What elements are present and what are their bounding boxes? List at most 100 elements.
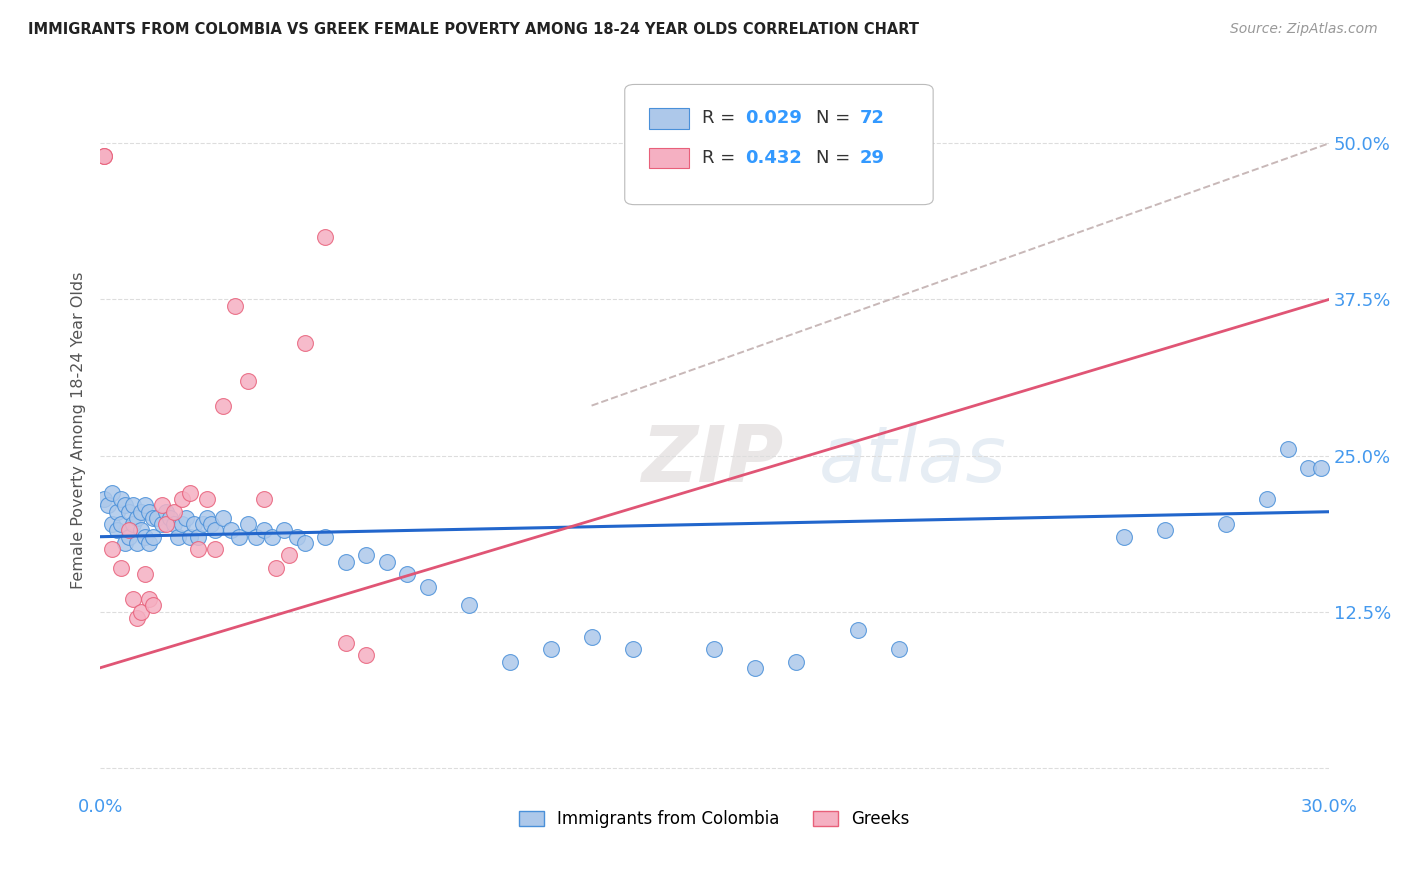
Point <box>1309 461 1331 475</box>
Point <box>1154 524 1177 538</box>
Point <box>264 561 287 575</box>
Text: R =: R = <box>702 109 741 127</box>
Point <box>118 524 141 538</box>
Point <box>375 555 398 569</box>
Point <box>187 542 209 557</box>
Point <box>703 642 725 657</box>
Point <box>142 511 165 525</box>
Point <box>101 486 124 500</box>
Point <box>129 505 152 519</box>
Point <box>122 592 145 607</box>
Point <box>170 492 193 507</box>
Point <box>285 530 308 544</box>
Point <box>150 517 173 532</box>
Point <box>1112 530 1135 544</box>
Point <box>253 492 276 507</box>
Point <box>179 530 201 544</box>
Point <box>129 524 152 538</box>
Point <box>396 567 419 582</box>
Text: atlas: atlas <box>818 422 1007 498</box>
Point <box>134 567 156 582</box>
Point <box>200 517 222 532</box>
Text: ZIP: ZIP <box>641 422 783 498</box>
Point <box>212 511 235 525</box>
Point <box>134 499 156 513</box>
Point <box>253 524 276 538</box>
Point <box>785 655 807 669</box>
Text: Source: ZipAtlas.com: Source: ZipAtlas.com <box>1230 22 1378 37</box>
Point <box>204 524 226 538</box>
Point <box>142 599 165 613</box>
Point <box>356 549 378 563</box>
Point <box>314 530 336 544</box>
Point <box>212 399 235 413</box>
Point <box>118 530 141 544</box>
Point <box>93 149 115 163</box>
Point <box>191 517 214 532</box>
Point <box>105 505 128 519</box>
Point <box>224 299 246 313</box>
Point <box>163 517 186 532</box>
FancyBboxPatch shape <box>624 85 934 204</box>
Point <box>273 524 295 538</box>
Point <box>236 517 259 532</box>
Point <box>1256 492 1278 507</box>
Point <box>846 624 869 638</box>
Point <box>183 517 205 532</box>
Point <box>114 536 136 550</box>
Point <box>245 530 267 544</box>
Point <box>138 536 160 550</box>
Point <box>195 492 218 507</box>
Point <box>138 592 160 607</box>
Point <box>129 605 152 619</box>
Point <box>294 536 316 550</box>
Point <box>195 511 218 525</box>
Point <box>125 536 148 550</box>
Point <box>110 561 132 575</box>
Point <box>101 542 124 557</box>
Point <box>125 511 148 525</box>
Point <box>142 530 165 544</box>
Point <box>163 505 186 519</box>
Point <box>498 655 520 669</box>
Point <box>887 642 910 657</box>
Text: IMMIGRANTS FROM COLOMBIA VS GREEK FEMALE POVERTY AMONG 18-24 YEAR OLDS CORRELATI: IMMIGRANTS FROM COLOMBIA VS GREEK FEMALE… <box>28 22 920 37</box>
Legend: Immigrants from Colombia, Greeks: Immigrants from Colombia, Greeks <box>512 804 917 835</box>
Point <box>125 611 148 625</box>
Point <box>335 636 357 650</box>
Point <box>277 549 299 563</box>
Point <box>1215 517 1237 532</box>
Point <box>110 492 132 507</box>
Point <box>146 511 169 525</box>
Point <box>236 374 259 388</box>
Point <box>159 511 181 525</box>
Point <box>134 530 156 544</box>
Text: R =: R = <box>702 149 741 167</box>
Text: N =: N = <box>817 109 856 127</box>
Text: 72: 72 <box>859 109 884 127</box>
Point <box>114 499 136 513</box>
Point <box>138 505 160 519</box>
Point <box>219 524 242 538</box>
Point <box>101 517 124 532</box>
Point <box>187 530 209 544</box>
Point <box>174 511 197 525</box>
Point <box>150 499 173 513</box>
Point <box>314 230 336 244</box>
Point <box>1277 442 1299 457</box>
Text: 0.432: 0.432 <box>745 149 801 167</box>
Text: N =: N = <box>817 149 856 167</box>
Point <box>93 149 115 163</box>
Text: 0.029: 0.029 <box>745 109 801 127</box>
Text: 29: 29 <box>859 149 884 167</box>
Point <box>1298 461 1320 475</box>
Point <box>228 530 250 544</box>
Point <box>262 530 284 544</box>
Point <box>457 599 479 613</box>
FancyBboxPatch shape <box>650 108 689 128</box>
Point <box>122 517 145 532</box>
Point <box>110 517 132 532</box>
Point <box>105 524 128 538</box>
Point <box>335 555 357 569</box>
Point <box>540 642 562 657</box>
